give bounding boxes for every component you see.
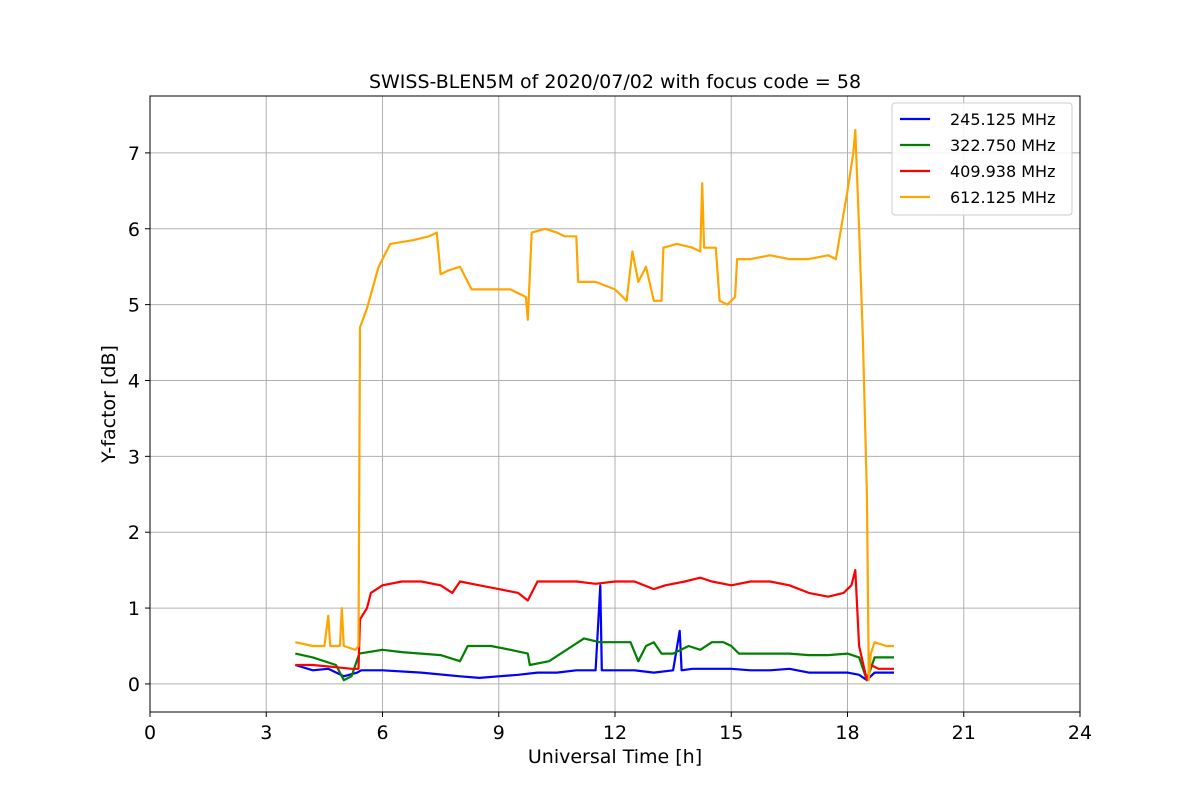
y-tick-label: 1: [128, 598, 140, 620]
x-tick-label: 12: [603, 722, 627, 744]
y-tick-label: 7: [128, 143, 140, 165]
legend-label: 245.125 MHz: [950, 110, 1055, 129]
x-tick-label: 9: [493, 722, 505, 744]
x-tick-label: 24: [1068, 722, 1092, 744]
x-tick-label: 3: [260, 722, 272, 744]
y-tick-label: 3: [128, 446, 140, 468]
legend-label: 409.938 MHz: [950, 162, 1055, 181]
series-line-4: [295, 129, 894, 682]
y-tick-label: 4: [128, 370, 140, 392]
series-line-1: [294, 584, 894, 682]
y-axis-label: Y-factor [dB]: [98, 345, 120, 464]
x-tick-label: 18: [835, 722, 859, 744]
series-line-3: [295, 569, 894, 682]
x-tick-label: 0: [144, 722, 156, 744]
legend: 245.125 MHz 322.750 MHz 409.938 MHz 612.125…: [891, 102, 1073, 216]
series-group: [294, 129, 894, 682]
chart-title: SWISS-BLEN5M of 2020/07/02 with focus co…: [369, 71, 861, 93]
y-tick-label: 2: [128, 522, 140, 544]
legend-label: 612.125 MHz: [950, 188, 1055, 207]
y-tick-label: 5: [128, 295, 140, 317]
x-axis-label: Universal Time [h]: [528, 746, 702, 768]
x-tick-label: 21: [952, 722, 976, 744]
legend-box: [891, 102, 1073, 216]
legend-label: 322.750 MHz: [950, 136, 1055, 155]
y-tick-label: 0: [128, 674, 140, 696]
y-tick-label: 6: [128, 219, 140, 241]
series-line-2: [295, 637, 894, 682]
x-tick-label: 15: [719, 722, 743, 744]
x-tick-label: 6: [376, 722, 388, 744]
